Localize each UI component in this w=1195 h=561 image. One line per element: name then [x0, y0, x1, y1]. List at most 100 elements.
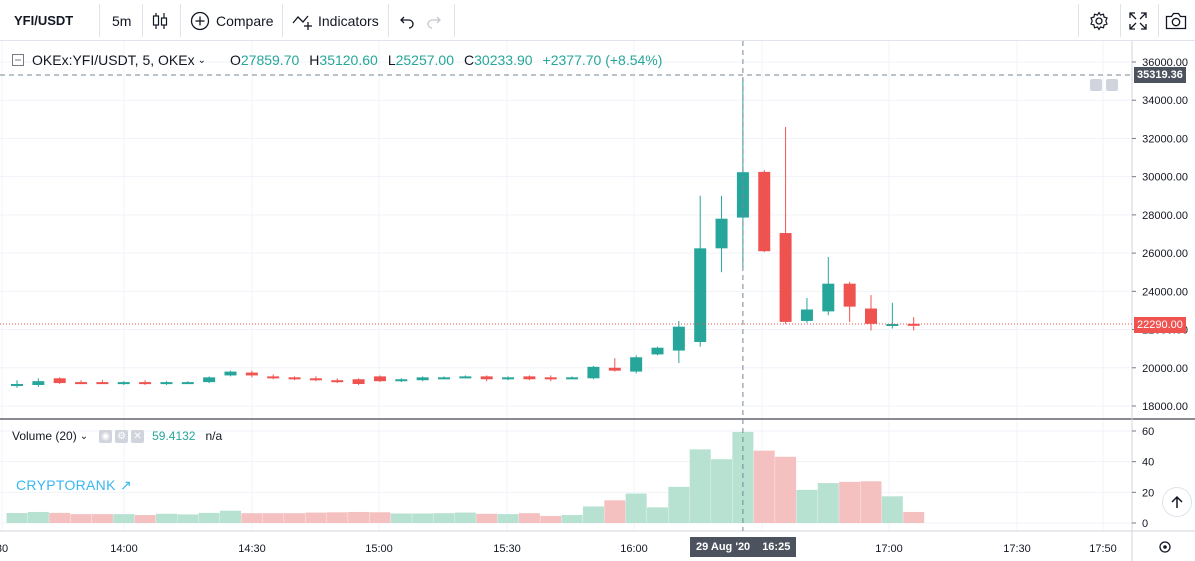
volume-bar [390, 513, 412, 523]
scale-down-button [1090, 79, 1102, 91]
volume-bar [241, 513, 263, 523]
time-tick-label: 15:00 [365, 543, 393, 555]
volume-bar [305, 512, 327, 523]
volume-bar [604, 500, 626, 523]
volume-bar [689, 449, 711, 523]
crosshair-price-label: 35319.36 [1134, 67, 1186, 83]
gear-icon[interactable] [1159, 541, 1171, 553]
time-tick-label: 14:00 [110, 543, 138, 555]
settings-button[interactable] [1089, 0, 1109, 41]
open-value: 27859.70 [240, 52, 300, 68]
candle-body [694, 248, 707, 342]
candle-body [352, 379, 365, 385]
price-tick-label: 28000.00 [1142, 210, 1188, 222]
crosshair-date: 29 Aug '20 [696, 541, 751, 553]
compare-label: Compare [216, 12, 274, 29]
crosshair-time-label: 29 Aug '20 16:25 [690, 537, 797, 557]
volume-bar [6, 513, 28, 523]
volume-bar [582, 506, 604, 523]
scale-up-button [1106, 79, 1118, 91]
volume-bar [753, 450, 775, 523]
volume-bar [326, 512, 348, 523]
undo-icon [399, 13, 415, 29]
indicators-button[interactable]: Indicators [292, 0, 379, 41]
candle-body [544, 377, 557, 380]
volume-bar [70, 514, 92, 523]
gear-icon[interactable]: ⚙ [115, 429, 129, 443]
collapse-legend-icon[interactable] [12, 54, 24, 66]
plus-circle-icon [190, 11, 210, 31]
volume-bar [454, 512, 476, 523]
candle-body [587, 366, 600, 379]
time-tick-label: 14:30 [238, 543, 266, 555]
high-value: 35120.60 [319, 52, 378, 68]
volume-bar [27, 511, 49, 523]
candle-body [672, 326, 685, 351]
volume-bar [881, 496, 903, 523]
gear-icon-center [1163, 545, 1167, 549]
volume-bar [412, 513, 434, 523]
chart-style-button[interactable] [151, 0, 169, 41]
volume-bar [134, 515, 156, 523]
open-label: O [229, 52, 241, 68]
volume-bar [561, 515, 583, 523]
candle-body [608, 367, 621, 371]
volume-bar [198, 512, 220, 523]
volume-bar [668, 486, 690, 523]
volume-value: 59.4132 [152, 429, 196, 443]
close-value: 30233.90 [474, 52, 533, 68]
fullscreen-button[interactable] [1129, 0, 1147, 41]
candle-body [886, 324, 899, 327]
arrow-up-icon [1170, 495, 1184, 509]
candle-body [502, 377, 515, 380]
time-tick-label: 17:30 [1003, 543, 1031, 555]
volume-title[interactable]: Volume (20) [12, 429, 77, 443]
crosshair-time: 16:25 [762, 541, 791, 553]
volume-bar [540, 515, 562, 523]
series-title[interactable]: OKEx:YFI/USDT, 5, OKEx [32, 52, 195, 68]
close-icon[interactable]: ✕ [131, 429, 145, 443]
price-tick-label: 36000.00 [1142, 57, 1188, 69]
volume-bar [49, 512, 71, 523]
undo-button[interactable] [399, 0, 415, 41]
top-toolbar: YFI/USDT 5m Compare [0, 0, 1195, 41]
candle-body [907, 323, 920, 326]
watermark-text: CRYPTORANK [16, 477, 116, 493]
candle-body [395, 379, 408, 382]
candle-body [53, 378, 66, 384]
redo-button[interactable] [426, 0, 442, 41]
scroll-to-realtime-button[interactable] [1162, 487, 1192, 517]
low-value: 25257.00 [395, 52, 455, 68]
volume-tick-label: 0 [1142, 518, 1148, 530]
gear-icon [1089, 10, 1109, 31]
chart-canvas[interactable]: 36000.00 34000.00 32000.00 30000.00 28000.00… [0, 41, 1195, 561]
snapshot-button[interactable] [1165, 0, 1187, 41]
volume-bar [860, 481, 882, 523]
volume-bar [284, 513, 306, 523]
candles-icon [151, 11, 169, 31]
candle-body [32, 381, 45, 385]
volume-bar [369, 512, 391, 523]
candle-body [630, 357, 643, 372]
compare-button[interactable]: Compare [190, 0, 274, 41]
eye-icon[interactable]: ◉ [99, 429, 113, 443]
symbol-search-button[interactable]: YFI/USDT [14, 0, 73, 41]
chevron-down-icon[interactable]: ⌄ [79, 430, 89, 442]
volume-ma-value: n/a [205, 429, 223, 443]
series-legend: OKEx:YFI/USDT, 5, OKEx ⌄ O 27859.70 H 35… [12, 50, 662, 70]
volume-bar [625, 493, 647, 523]
candle-body [203, 377, 216, 383]
chevron-down-icon[interactable]: ⌄ [197, 54, 206, 66]
volume-bar [817, 483, 839, 523]
interval-button[interactable]: 5m [112, 0, 131, 41]
candle-body [566, 377, 579, 380]
camera-icon [1165, 12, 1187, 30]
symbol-label: YFI/USDT [14, 13, 74, 28]
time-tick-label: 30 [0, 543, 8, 555]
indicators-label: Indicators [318, 12, 379, 29]
indicators-icon [292, 11, 314, 31]
price-tick-label: 32000.00 [1142, 133, 1188, 145]
candle-body [779, 233, 792, 322]
candle-body [651, 347, 664, 355]
volume-legend: Volume (20) ⌄ ◉ ⚙ ✕ 59.4132 n/a [12, 427, 222, 445]
